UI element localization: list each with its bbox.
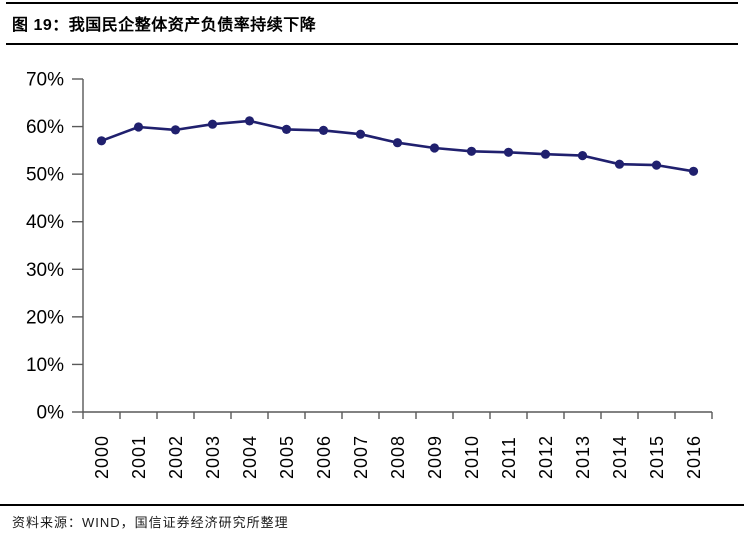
x-tick-label: 2014 xyxy=(610,435,630,479)
data-point xyxy=(244,116,255,126)
data-point xyxy=(503,147,514,157)
data-point xyxy=(318,125,329,135)
figure-footer: 资料来源：WIND，国信证券经济研究所整理 xyxy=(12,512,732,531)
y-tick-label: 10% xyxy=(26,355,64,376)
x-tick-label: 2016 xyxy=(684,435,704,479)
y-tick-label: 0% xyxy=(37,403,65,424)
data-point xyxy=(614,159,625,169)
x-tick-label: 2010 xyxy=(462,435,482,479)
x-tick-label: 2009 xyxy=(425,435,445,479)
data-point xyxy=(688,166,699,176)
source-note: 资料来源：WIND，国信证券经济研究所整理 xyxy=(12,515,289,530)
line-chart: 0% 10% 20% 30% 40% 50% 60% 70% 2000 2001 2002 2003 2… xyxy=(26,70,713,479)
data-point xyxy=(355,129,366,139)
y-tick-label: 70% xyxy=(26,70,64,91)
x-tick-label: 2002 xyxy=(166,435,186,479)
figure-header: 图 19：我国民企整体资产负债率持续下降 xyxy=(12,11,732,35)
y-tick-label: 40% xyxy=(26,212,64,233)
data-point xyxy=(133,122,144,132)
data-point xyxy=(577,151,588,161)
y-tick-label: 20% xyxy=(26,307,64,328)
x-tick-label: 2008 xyxy=(388,435,408,479)
data-point xyxy=(170,125,181,135)
y-tick-label: 60% xyxy=(26,117,64,138)
x-tick-label: 2003 xyxy=(203,435,223,479)
x-tick-label: 2007 xyxy=(351,435,371,479)
x-tick-label: 2001 xyxy=(129,435,149,479)
y-tick-label: 30% xyxy=(26,260,64,281)
title-underline-rule xyxy=(6,43,738,45)
data-point xyxy=(207,119,218,129)
data-point xyxy=(96,136,107,146)
top-rule xyxy=(6,2,738,4)
figure-title: 图 19：我国民企整体资产负债率持续下降 xyxy=(12,17,317,34)
data-point xyxy=(281,124,292,134)
data-point xyxy=(651,160,662,170)
y-tick-label: 50% xyxy=(26,165,64,186)
data-point xyxy=(466,146,477,156)
x-tick-label: 2000 xyxy=(92,435,112,479)
x-tick-label: 2005 xyxy=(277,435,297,479)
x-tick-label: 2011 xyxy=(499,436,519,479)
data-point xyxy=(392,138,403,148)
data-point xyxy=(540,149,551,159)
x-tick-label: 2015 xyxy=(647,435,667,479)
x-tick-label: 2006 xyxy=(314,435,334,479)
x-tick-label: 2012 xyxy=(536,435,556,479)
x-tick-label: 2013 xyxy=(573,435,593,479)
footer-rule xyxy=(0,504,744,506)
x-tick-label: 2004 xyxy=(240,435,260,479)
data-point xyxy=(429,143,440,153)
